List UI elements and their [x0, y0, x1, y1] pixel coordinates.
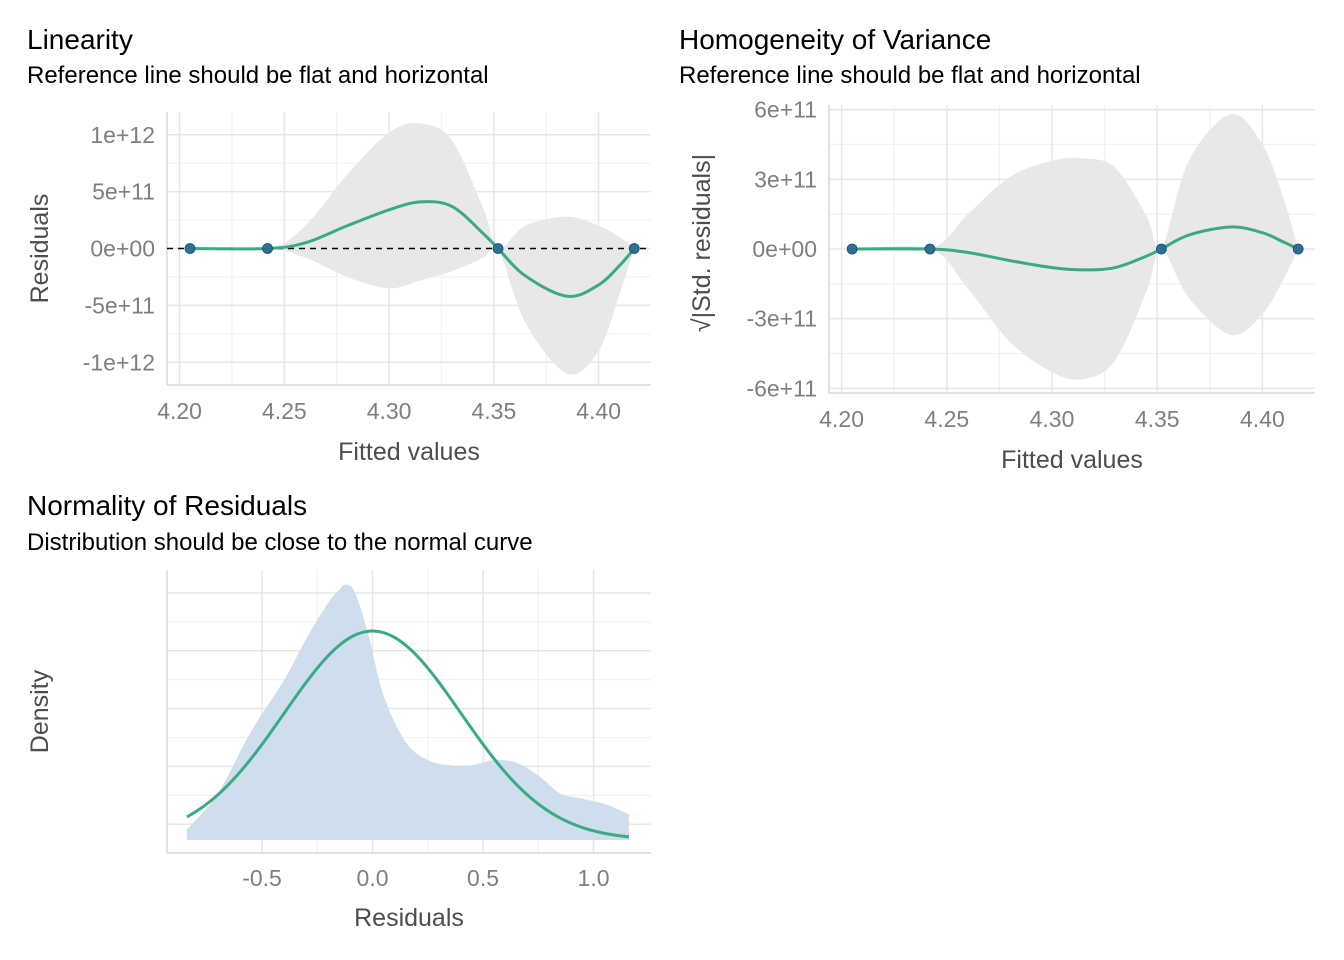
y-tick-label: 0e+00	[90, 236, 155, 262]
x-tick-label: 4.35	[1135, 406, 1180, 432]
sqrt-symbol: √	[688, 318, 716, 332]
y-axis-title: Residuals	[26, 194, 54, 304]
y-axis-title: Density	[26, 669, 54, 753]
x-tick-label: 4.40	[576, 398, 621, 424]
x-tick-label: 4.20	[819, 406, 864, 432]
data-point	[492, 243, 504, 254]
chart-subtitle: Reference line should be flat and horizo…	[679, 62, 1141, 89]
x-tick-label: 0.0	[357, 865, 389, 891]
x-tick-label: 4.35	[471, 398, 516, 424]
x-tick-label: 1.0	[578, 865, 610, 891]
y-tick-label: -3e+11	[746, 306, 817, 332]
y-tick-label: -5e+11	[84, 292, 155, 318]
data-point	[924, 243, 936, 255]
x-tick-label: 4.25	[262, 398, 307, 424]
x-tick-label: 4.20	[157, 398, 202, 424]
data-point	[1292, 243, 1304, 255]
smooth-line	[852, 225, 1299, 272]
chart-subtitle: Distribution should be close to the norm…	[27, 529, 533, 556]
y-tick-label: 3e+11	[754, 166, 817, 192]
x-axis-title: Fitted values	[1001, 446, 1143, 474]
x-tick-label: 4.30	[367, 398, 412, 424]
x-tick-label: 4.25	[924, 406, 969, 432]
y-tick-label: -1e+12	[83, 349, 155, 375]
data-point	[262, 243, 273, 254]
linearity-plot: 4.20 4.25 4.30 4.35 4.40 1e+12 5e+11 0e+00 -5e+1…	[26, 112, 651, 466]
x-axis-title: Fitted values	[338, 438, 480, 466]
x-axis-title: Residuals	[354, 904, 464, 932]
y-axis-title-text: |Std. residuals|	[688, 154, 716, 318]
data-point	[846, 243, 858, 255]
normality-plot: -0.5 0.0 0.5 1.0 Residuals Density	[26, 570, 651, 932]
confidence-ribbon	[852, 114, 1299, 380]
chart-title: Linearity	[27, 24, 133, 55]
density-area	[186, 584, 629, 840]
y-tick-label: 0e+00	[752, 236, 817, 262]
normal-curve	[186, 629, 630, 839]
chart-title: Homogeneity of Variance	[679, 24, 992, 55]
chart-title: Normality of Residuals	[27, 490, 308, 521]
x-tick-label: 0.5	[467, 865, 499, 891]
y-tick-label: 1e+12	[90, 122, 155, 148]
data-point	[184, 243, 196, 254]
x-tick-label: 4.40	[1240, 406, 1285, 432]
x-tick-label: 4.30	[1030, 406, 1075, 432]
smooth-line	[190, 200, 636, 298]
y-tick-label: 5e+11	[92, 179, 155, 205]
homogeneity-plot: 4.20 4.25 4.30 4.35 4.40 6e+11 3e+11 0e+00 -3e+1…	[688, 97, 1315, 474]
y-axis-title: √|Std. residuals|	[688, 154, 716, 332]
y-tick-label: -6e+11	[746, 375, 817, 401]
x-tick-label: -0.5	[242, 865, 282, 891]
chart-subtitle: Reference line should be flat and horizo…	[27, 62, 489, 89]
data-point	[628, 243, 640, 254]
y-tick-label: 6e+11	[754, 97, 817, 123]
data-point	[1156, 243, 1167, 255]
